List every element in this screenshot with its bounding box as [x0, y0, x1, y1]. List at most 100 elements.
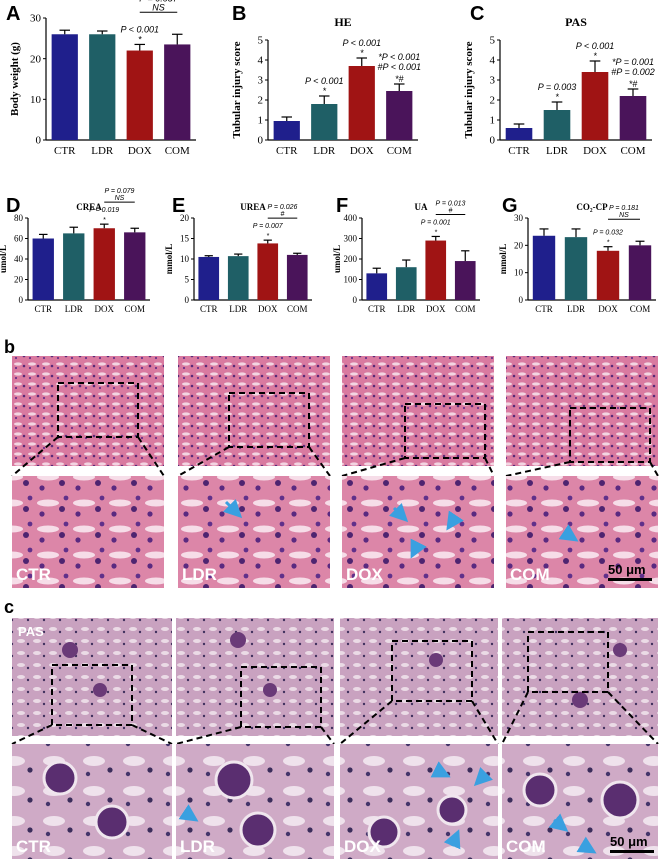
significance-annotation: P = 0.181 [609, 205, 639, 212]
pas-overview-com [502, 618, 658, 736]
roi-box-ldr [240, 666, 322, 728]
zoom-line [341, 457, 406, 477]
lesion-arrow [446, 510, 464, 531]
pas-overview-ldr [176, 618, 334, 736]
significance-annotation: P = 0.013 [436, 200, 466, 207]
x-tick-label: CTR [508, 145, 530, 157]
significance-annotation: P < 0.001 [343, 38, 381, 48]
section-label-c: c [4, 597, 14, 617]
significance-annotation: P < 0.001 [305, 76, 343, 86]
bar-ctr [273, 121, 300, 140]
lesion-arrow [558, 524, 579, 542]
lesion-arrow [430, 761, 451, 778]
y-axis-label: Body weight (g) [9, 42, 21, 116]
y-tick-label: 5 [490, 35, 496, 47]
caption-com: COM [510, 565, 550, 584]
stain-label: PAS [18, 624, 44, 639]
caption-dox: DOX [346, 565, 384, 584]
histology-section-c: c PAS [4, 597, 659, 859]
y-tick-label: 4 [490, 55, 496, 67]
roi-box-com [569, 407, 651, 463]
significance-annotation: P = 0.003 [538, 82, 576, 92]
section-label-b: b [4, 337, 15, 357]
bar-ctr [366, 273, 388, 300]
chart-panel-E: E UREA 0 5 10 15 20 mmol/L CTR LDR DOX COM P = 0.007… [164, 195, 312, 314]
bar-ctr [51, 34, 78, 141]
bar-ldr [89, 34, 116, 141]
scale-bar-label: 50 μm [610, 834, 648, 849]
y-tick-label: 20 [14, 275, 24, 285]
significance-annotation: NS [115, 195, 125, 202]
bar-dox [581, 72, 609, 140]
bar-dox [596, 250, 620, 300]
significance-annotation: NS [619, 212, 629, 219]
x-tick-label: CTR [34, 304, 52, 314]
panel-letter: F [336, 195, 348, 217]
x-tick-label: LDR [313, 145, 336, 157]
significance-annotation: *P < 0.001 [378, 52, 420, 62]
bar-com [628, 245, 652, 300]
x-tick-label: DOX [350, 145, 374, 157]
glomerulus [93, 683, 107, 697]
pas-overview-dox [340, 618, 498, 736]
glomerulus [522, 772, 558, 808]
significance-annotation: P = 0.079 [105, 188, 135, 195]
bar-ldr [564, 237, 588, 300]
caption-ldr: LDR [180, 837, 215, 856]
y-tick-label: 4 [258, 55, 264, 67]
zoom-line [607, 691, 659, 745]
significance-annotation: P = 0.057 [139, 0, 178, 3]
y-tick-label: 5 [258, 35, 264, 47]
zoom-line [308, 446, 331, 477]
zoom-line [11, 436, 59, 477]
chart-title: UREA [240, 202, 266, 212]
panel-letter: D [6, 195, 20, 217]
histology-section-b: b CTR LDR DOX COM 50 μm [4, 337, 659, 588]
lesion-arrow [576, 836, 597, 854]
glomerulus [600, 780, 640, 820]
roi-box-ctr [51, 664, 133, 726]
significance-annotation: *# [395, 74, 405, 84]
y-tick-label: 0 [353, 295, 358, 305]
significance-annotation: P = 0.026 [268, 204, 298, 211]
significance-annotation: #P = 0.002 [611, 67, 654, 77]
y-tick-label: 10 [30, 94, 42, 106]
x-tick-label: DOX [258, 304, 278, 314]
y-tick-label: 0 [19, 295, 24, 305]
y-tick-label: 80 [14, 213, 24, 223]
chart-panel-A: A 0 10 20 30 Body weight (g) CTR LDR DOX COM P < 0… [6, 0, 196, 157]
chart-panel-D: D CREA 0 20 40 60 80 umol/L CTR LDR DOX COM P = 0.01… [0, 188, 150, 314]
significance-annotation: P = 0.032 [593, 230, 623, 237]
significance-annotation: P = 0.019 [89, 207, 119, 214]
bar-com [454, 261, 476, 300]
he-zoom-ldr [178, 476, 330, 588]
glomerulus [42, 760, 78, 796]
he-overview-dox [342, 356, 494, 466]
scale-bar-label: 50 μm [608, 562, 646, 577]
y-tick-label: 0 [490, 135, 496, 147]
chart-title: PAS [565, 15, 587, 29]
pas-zoom-ctr [12, 744, 172, 859]
pas-zoom-dox [340, 744, 498, 859]
glomerulus [572, 692, 588, 708]
caption-ctr: CTR [16, 837, 51, 856]
glomerulus [230, 632, 246, 648]
y-tick-label: 200 [344, 254, 358, 264]
he-overview-com [506, 356, 658, 466]
y-tick-label: 5 [185, 275, 190, 285]
x-tick-label: COM [387, 145, 412, 157]
y-tick-label: 20 [514, 240, 524, 250]
significance-annotation: NS [152, 2, 165, 12]
bar-ldr [227, 256, 249, 300]
zoom-line [649, 461, 659, 477]
bar-dox [93, 228, 115, 300]
significance-annotation: * [555, 92, 559, 102]
chart-panel-F: F UA 0 100 200 300 400 umol/L CTR LDR DOX COM P = 0.… [332, 195, 480, 314]
significance-annotation: * [593, 51, 597, 61]
bar-dox [348, 66, 375, 140]
y-tick-label: 1 [490, 115, 496, 127]
glomerulus [613, 643, 627, 657]
significance-annotation: *# [629, 79, 639, 89]
y-tick-label: 300 [344, 234, 358, 244]
